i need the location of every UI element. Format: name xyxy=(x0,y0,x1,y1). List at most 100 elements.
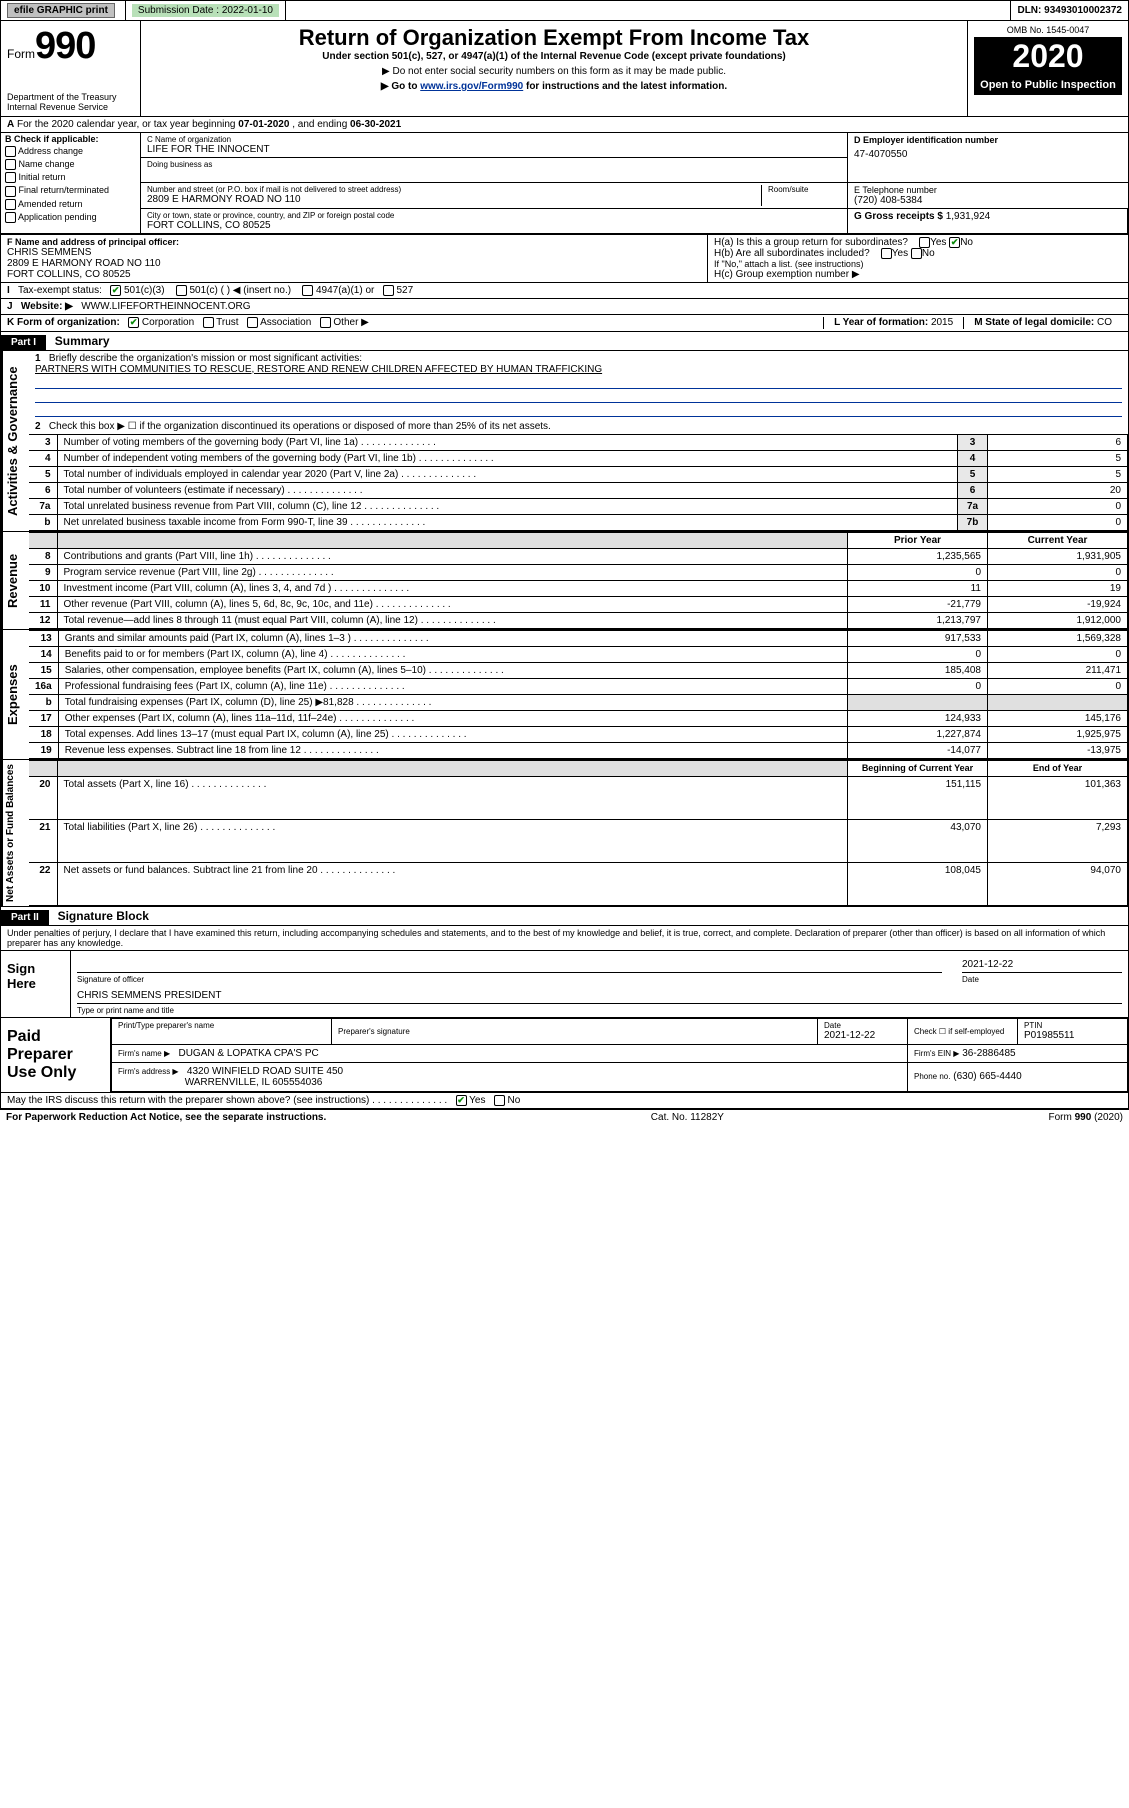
mission-line-2 xyxy=(35,389,1122,403)
prep-name-label: Print/Type preparer's name xyxy=(118,1021,325,1030)
chk-amended-return[interactable]: Amended return xyxy=(1,198,140,211)
officer-name: CHRIS SEMMENS xyxy=(7,247,701,258)
signer-name: CHRIS SEMMENS PRESIDENT xyxy=(77,990,221,1001)
year-formation: 2015 xyxy=(931,317,953,328)
box-c-street: Number and street (or P.O. box if mail i… xyxy=(141,183,848,209)
boxC-label: C Name of organization xyxy=(147,135,841,144)
hb-no[interactable] xyxy=(911,248,922,259)
signature-line[interactable] xyxy=(77,959,942,973)
chk-527[interactable] xyxy=(383,285,394,296)
table-row: 19Revenue less expenses. Subtract line 1… xyxy=(29,742,1128,758)
revenue-vlabel: Revenue xyxy=(1,532,29,629)
treasury-dept-label: Department of the Treasury Internal Reve… xyxy=(7,92,134,112)
table-row: 22Net assets or fund balances. Subtract … xyxy=(29,862,1128,905)
box-g: G Gross receipts $ 1,931,924 xyxy=(848,209,1128,234)
expenses-block: Expenses 13Grants and similar amounts pa… xyxy=(0,630,1129,760)
table-row: 14Benefits paid to or for members (Part … xyxy=(29,646,1128,662)
chk-501c[interactable] xyxy=(176,285,187,296)
chk-application-pending[interactable]: Application pending xyxy=(1,211,140,224)
mission-line-3 xyxy=(35,403,1122,417)
chk-address-change[interactable]: Address change xyxy=(1,145,140,158)
boxD-label: D Employer identification number xyxy=(854,135,1122,145)
form-subtitle-2: ▶ Do not enter social security numbers o… xyxy=(147,66,961,77)
ein-value: 47-4070550 xyxy=(854,149,1122,160)
state-domicile: CO xyxy=(1097,317,1112,328)
box-klm: K Form of organization: Corporation Trus… xyxy=(0,315,1129,331)
lineA-begin: 07-01-2020 xyxy=(238,119,289,130)
hb-yes[interactable] xyxy=(881,248,892,259)
irs-link[interactable]: www.irs.gov/Form990 xyxy=(420,81,523,92)
sign-here-label: Sign Here xyxy=(1,951,71,1017)
topbar-spacer xyxy=(286,1,1011,20)
prep-selfemp[interactable]: Check ☐ if self-employed xyxy=(908,1018,1018,1045)
mission-text: PARTNERS WITH COMMUNITIES TO RESCUE, RES… xyxy=(35,364,602,375)
table-row: 16aProfessional fundraising fees (Part I… xyxy=(29,678,1128,694)
table-row: 3Number of voting members of the governi… xyxy=(29,434,1128,450)
revenue-header: Prior Year Current Year xyxy=(29,532,1128,548)
discuss-yes[interactable] xyxy=(456,1095,467,1106)
chk-assoc[interactable] xyxy=(247,317,258,328)
table-row: 18Total expenses. Add lines 13–17 (must … xyxy=(29,726,1128,742)
footer-mid: Cat. No. 11282Y xyxy=(651,1112,724,1123)
table-row: 6Total number of volunteers (estimate if… xyxy=(29,482,1128,498)
room-suite-label: Room/suite xyxy=(761,185,841,206)
efile-graphic-button[interactable]: efile GRAPHIC print xyxy=(7,3,115,18)
firm-ein-label: Firm's EIN ▶ xyxy=(914,1049,959,1058)
discuss-no[interactable] xyxy=(494,1095,505,1106)
prep-date-label: Date xyxy=(824,1021,901,1030)
firm-label: Firm's name ▶ xyxy=(118,1049,170,1058)
box-b: B Check if applicable: Address change Na… xyxy=(1,133,141,234)
form-id-block: Form990 Department of the Treasury Inter… xyxy=(1,21,141,116)
q2-text: Check this box ▶ ☐ if the organization d… xyxy=(49,421,551,432)
ha-yes[interactable] xyxy=(919,237,930,248)
boxG-label: G Gross receipts $ xyxy=(854,211,943,222)
city-value: FORT COLLINS, CO 80525 xyxy=(147,220,841,231)
netassets-block: Net Assets or Fund Balances Beginning of… xyxy=(0,760,1129,907)
sign-section: Sign Here Signature of officer 2021-12-2… xyxy=(0,951,1129,1018)
box-e: E Telephone number (720) 408-5384 xyxy=(848,183,1128,209)
box-l: L Year of formation: 2015 xyxy=(823,317,963,328)
telephone-value: (720) 408-5384 xyxy=(854,195,1122,206)
part1-header: Part I Summary xyxy=(0,332,1129,351)
ptin-label: PTIN xyxy=(1024,1021,1121,1030)
chk-4947[interactable] xyxy=(302,285,313,296)
chk-name-change[interactable]: Name change xyxy=(1,158,140,171)
part2-bar: Part II xyxy=(1,910,49,925)
box-j: J Website: ▶ WWW.LIFEFORTHEINNOCENT.ORG xyxy=(0,299,1129,315)
col-current: Current Year xyxy=(988,532,1128,548)
form-subtitle-1: Under section 501(c), 527, or 4947(a)(1)… xyxy=(147,51,961,62)
table-row: 17Other expenses (Part IX, column (A), l… xyxy=(29,710,1128,726)
table-row: 8Contributions and grants (Part VIII, li… xyxy=(29,548,1128,564)
chk-trust[interactable] xyxy=(203,317,214,328)
part2-title: Signature Block xyxy=(52,907,155,925)
org-name: LIFE FOR THE INNOCENT xyxy=(147,144,841,155)
ha-no[interactable] xyxy=(949,237,960,248)
sig-date-line: 2021-12-22 xyxy=(962,959,1122,973)
name-label: Type or print name and title xyxy=(77,1006,1122,1015)
discuss-dots xyxy=(372,1095,447,1106)
firm-addr1: 4320 WINFIELD ROAD SUITE 450 xyxy=(187,1066,343,1077)
chk-initial-return[interactable]: Initial return xyxy=(1,171,140,184)
chk-corp[interactable] xyxy=(128,317,139,328)
discuss-text: May the IRS discuss this return with the… xyxy=(7,1095,369,1106)
officer-addr1: 2809 E HARMONY ROAD NO 110 xyxy=(7,258,701,269)
sig-label: Signature of officer xyxy=(77,975,942,984)
lineA-end: 06-30-2021 xyxy=(350,119,401,130)
h-a: H(a) Is this a group return for subordin… xyxy=(714,237,1122,248)
netassets-vlabel: Net Assets or Fund Balances xyxy=(1,760,29,906)
boxF-label: F Name and address of principal officer: xyxy=(7,237,701,247)
table-row: 20Total assets (Part X, line 16)151,1151… xyxy=(29,776,1128,819)
lineA-mid: , and ending xyxy=(289,119,350,130)
part1-bar: Part I xyxy=(1,335,46,350)
firm-phone: (630) 665-4440 xyxy=(953,1071,1021,1082)
table-row: 13Grants and similar amounts paid (Part … xyxy=(29,630,1128,646)
page-footer: For Paperwork Reduction Act Notice, see … xyxy=(0,1109,1129,1125)
chk-other[interactable] xyxy=(320,317,331,328)
chk-501c3[interactable] xyxy=(110,285,121,296)
preparer-table: Print/Type preparer's name Preparer's si… xyxy=(111,1018,1128,1092)
governance-vlabel: Activities & Governance xyxy=(1,351,29,531)
efile-cell: efile GRAPHIC print xyxy=(1,1,126,20)
chk-final-return[interactable]: Final return/terminated xyxy=(1,184,140,197)
box-k: K Form of organization: Corporation Trus… xyxy=(7,317,823,328)
box-d: D Employer identification number 47-4070… xyxy=(848,133,1128,183)
